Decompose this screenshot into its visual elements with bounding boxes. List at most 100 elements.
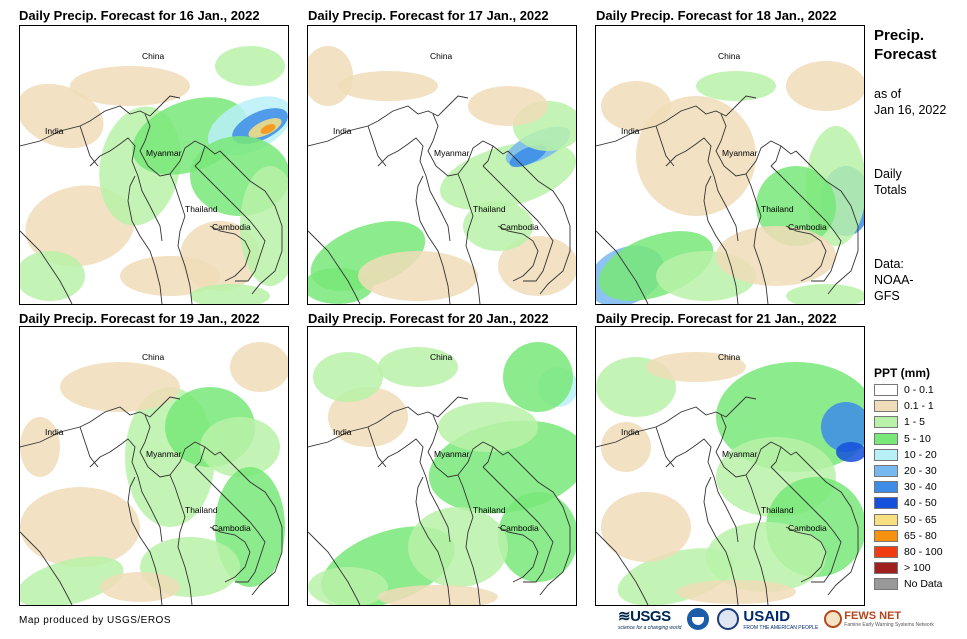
- legend-item: 5 - 10: [874, 432, 931, 446]
- precip-area: [601, 422, 651, 472]
- country-border: [745, 173, 769, 304]
- usaid-logo: USAID FROM THE AMERICAN PEOPLE: [743, 608, 818, 631]
- legend-item: 0.1 - 1: [874, 399, 934, 413]
- country-border: [127, 175, 163, 304]
- legend-label: 40 - 50: [904, 497, 937, 510]
- forecast-map-3: China India Myanmar Thailand Cambodia: [595, 25, 865, 305]
- country-border: [20, 230, 73, 304]
- map-canvas: China India Myanmar Thailand Cambodia: [596, 352, 864, 605]
- country-border: [523, 220, 554, 282]
- country-label-india: India: [621, 427, 640, 437]
- forecast-map-5: China India Myanmar Thailand Cambodia: [307, 326, 577, 606]
- country-border: [770, 466, 827, 523]
- country-border: [785, 526, 827, 583]
- country-border: [811, 521, 842, 583]
- side-title-line2: Forecast: [874, 46, 937, 63]
- precip-area: [308, 46, 353, 106]
- legend-swatch: [874, 384, 898, 396]
- country-border: [194, 446, 206, 468]
- country-border: [89, 438, 163, 543]
- legend-swatch: [874, 497, 898, 510]
- precip-area: [408, 507, 508, 587]
- precip-area: [308, 268, 373, 304]
- country-label-myanmar: Myanmar: [722, 148, 758, 158]
- precip-area: [601, 492, 691, 562]
- country-label-cambodia: Cambodia: [500, 523, 539, 533]
- country-border: [308, 396, 469, 448]
- country-border: [367, 426, 387, 468]
- legend-swatch: [874, 400, 898, 413]
- country-border: [596, 95, 757, 147]
- map-credit: Map produced by USGS/EROS: [19, 615, 172, 626]
- precip-area: [378, 585, 498, 605]
- country-border: [194, 165, 251, 222]
- precip-area: [498, 236, 576, 296]
- precip-area: [438, 402, 538, 452]
- country-label-china: China: [718, 51, 740, 61]
- country-label-cambodia: Cambodia: [212, 523, 251, 533]
- country-border: [497, 526, 539, 583]
- country-border: [194, 466, 251, 523]
- country-border: [79, 125, 99, 167]
- country-border: [745, 474, 769, 605]
- legend-swatch: [874, 546, 898, 558]
- precip-area: [100, 572, 180, 602]
- map-canvas: China India Myanmar Thailand Cambodia: [308, 342, 576, 605]
- logo-strip: ≋USGS science for a changing world USAID…: [618, 605, 934, 633]
- legend-label: 80 - 100: [904, 546, 943, 558]
- precip-area: [20, 251, 85, 301]
- legend-item: 30 - 40: [874, 480, 937, 494]
- legend-item: 65 - 80: [874, 529, 937, 543]
- precip-area: [70, 66, 190, 106]
- daily-totals: Daily Totals: [874, 166, 907, 198]
- country-label-thailand: Thailand: [185, 505, 218, 515]
- state-seal-icon: [717, 608, 740, 630]
- precip-area: [706, 522, 826, 592]
- country-border: [655, 125, 675, 167]
- country-border: [703, 175, 739, 304]
- legend-swatch: [874, 578, 898, 591]
- country-border: [795, 451, 859, 596]
- precip-area: [696, 71, 776, 101]
- as-of-date: as of Jan 16, 2022: [874, 86, 946, 118]
- forecast-map-1: China India Myanmar Thailand Cambodia: [19, 25, 289, 305]
- usgs-logo-tagline: science for a changing world: [618, 625, 682, 631]
- country-border: [507, 451, 571, 596]
- map-canvas: China India Myanmar Thailand Cambodia: [308, 46, 576, 304]
- country-label-cambodia: Cambodia: [788, 523, 827, 533]
- country-border: [367, 125, 387, 167]
- country-border: [235, 521, 266, 583]
- country-label-india: India: [45, 427, 64, 437]
- country-border: [703, 476, 739, 605]
- legend-item: 1 - 5: [874, 415, 925, 429]
- precip-area: [676, 580, 796, 604]
- country-label-india: India: [333, 126, 352, 136]
- legend-label: 0.1 - 1: [904, 400, 934, 413]
- country-border: [308, 95, 469, 147]
- legend-item: > 100: [874, 561, 931, 575]
- legend-item: 20 - 30: [874, 464, 937, 478]
- country-border: [219, 150, 283, 295]
- legend-item: 50 - 65: [874, 513, 937, 527]
- country-label-india: India: [333, 427, 352, 437]
- country-label-myanmar: Myanmar: [434, 148, 470, 158]
- panel-title-6: Daily Precip. Forecast for 21 Jan., 2022: [596, 311, 837, 326]
- data-line1: Data:: [874, 257, 904, 271]
- side-title-line1: Precip.: [874, 27, 925, 44]
- country-border: [169, 474, 193, 605]
- legend-label: 0 - 0.1: [904, 384, 934, 396]
- country-border: [507, 150, 571, 295]
- country-label-myanmar: Myanmar: [146, 148, 182, 158]
- legend-swatch: [874, 448, 898, 461]
- legend-swatch: [874, 416, 898, 429]
- map-canvas: China India Myanmar Thailand Cambodia: [596, 51, 864, 304]
- country-border: [770, 165, 827, 222]
- country-border: [770, 446, 782, 468]
- country-border: [79, 426, 99, 468]
- country-border: [482, 145, 494, 167]
- legend-label: 20 - 30: [904, 465, 937, 477]
- usgs-logo: ≋USGS science for a changing world: [618, 607, 681, 631]
- panel-title-2: Daily Precip. Forecast for 17 Jan., 2022: [308, 8, 549, 23]
- legend-label: 30 - 40: [904, 481, 937, 494]
- country-label-cambodia: Cambodia: [788, 222, 827, 232]
